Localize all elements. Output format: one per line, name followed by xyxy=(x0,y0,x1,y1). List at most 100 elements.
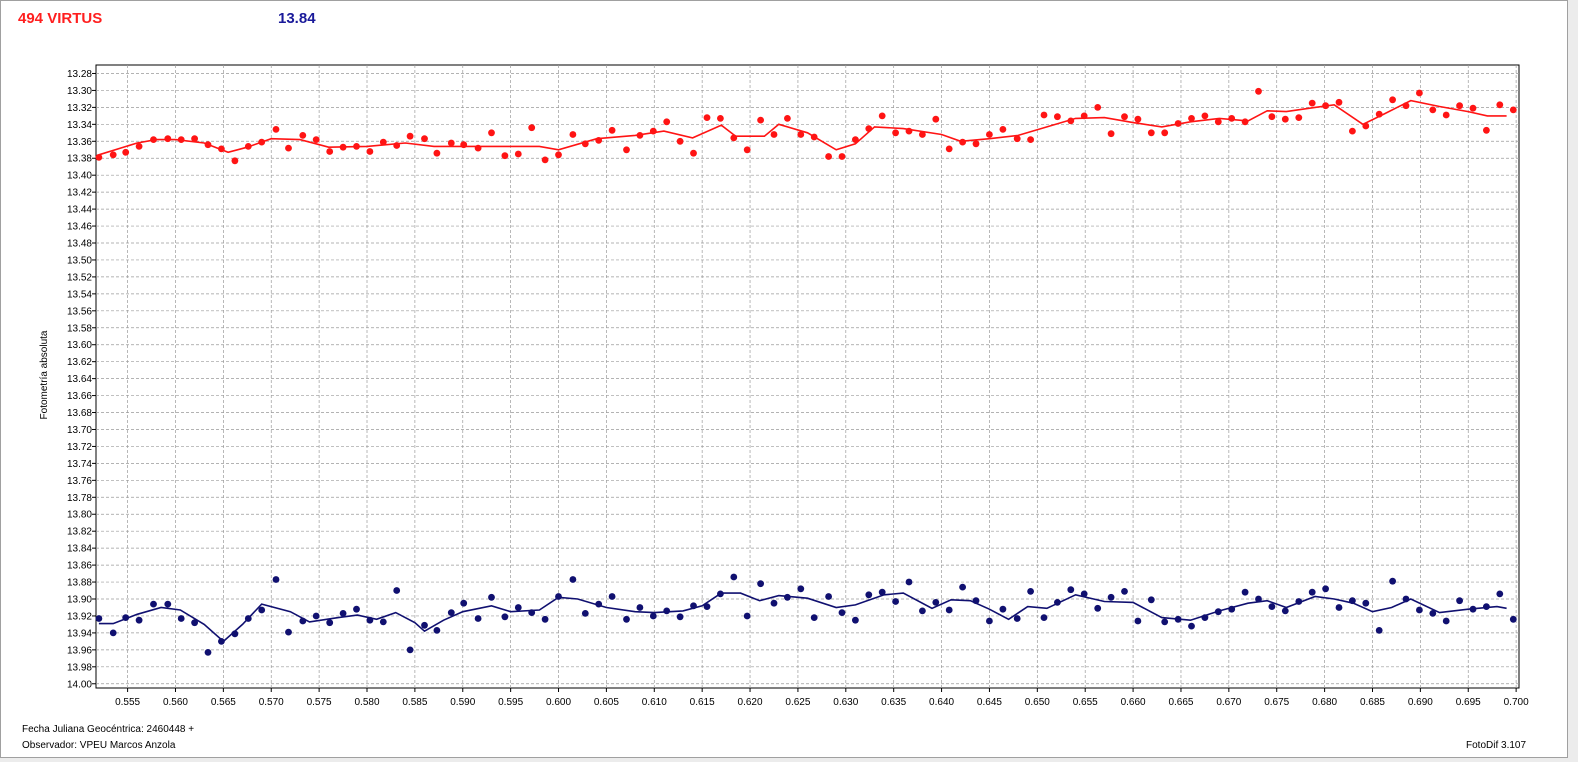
series-2-trend-line xyxy=(98,592,1507,643)
series-1-point xyxy=(1442,111,1450,119)
x-tick-label: 0.570 xyxy=(259,697,284,708)
series-2-point xyxy=(865,591,873,599)
series-1-point xyxy=(878,112,886,120)
y-tick-label: 13.52 xyxy=(67,272,92,283)
julian-date-label: Fecha Juliana Geocéntrica: 2460448 + xyxy=(22,724,195,735)
series-2-point xyxy=(1255,595,1262,603)
series-1-point xyxy=(972,140,980,148)
y-tick-label: 13.66 xyxy=(67,391,92,402)
y-tick-label: 13.40 xyxy=(67,171,92,182)
series-1-point xyxy=(231,157,239,165)
series-1-point xyxy=(865,125,873,132)
series-2-point xyxy=(474,615,482,622)
series-1-point xyxy=(905,127,913,135)
x-tick-label: 0.630 xyxy=(833,697,858,708)
y-tick-label: 13.84 xyxy=(67,544,92,555)
series-1-point xyxy=(1080,112,1088,120)
series-1-point xyxy=(986,131,993,138)
y-tick-label: 13.62 xyxy=(67,357,92,368)
series-2-point xyxy=(1107,593,1115,601)
series-1-point xyxy=(770,131,778,138)
series-1-point xyxy=(810,133,818,141)
series-2-point xyxy=(757,580,764,588)
series-2-point xyxy=(1469,605,1477,613)
series-2-point xyxy=(447,609,455,616)
y-tick-label: 13.86 xyxy=(67,561,92,572)
series-1-point xyxy=(555,151,562,159)
series-1-point xyxy=(663,118,671,126)
series-2-point xyxy=(717,590,724,598)
series-1-point xyxy=(1147,129,1155,137)
series-1-point xyxy=(285,144,292,152)
series-1-point xyxy=(1054,113,1061,121)
series-2-point xyxy=(272,576,280,583)
series-1-point xyxy=(1509,106,1517,114)
series-1-point xyxy=(1027,136,1034,144)
series-1-point xyxy=(1416,89,1423,97)
y-tick-label: 13.94 xyxy=(67,628,92,639)
x-tick-label: 0.625 xyxy=(785,697,810,708)
series-1-point xyxy=(892,129,899,137)
x-tick-label: 0.585 xyxy=(402,697,427,708)
series-2-point xyxy=(501,613,509,621)
series-2-point xyxy=(1349,597,1356,605)
series-1-point xyxy=(379,138,387,146)
y-tick-label: 13.54 xyxy=(67,289,92,300)
series-1-point xyxy=(703,114,711,121)
series-2-point xyxy=(986,617,993,625)
series-2-point xyxy=(878,588,886,596)
series-1-point xyxy=(109,151,117,159)
y-tick-label: 13.42 xyxy=(67,188,92,199)
series-1-point xyxy=(1281,115,1289,123)
series-1-point xyxy=(1335,98,1343,106)
x-tick-label: 0.580 xyxy=(354,697,379,708)
series-2-point xyxy=(649,612,657,620)
series-1-point xyxy=(1362,122,1370,130)
series-1-point xyxy=(595,137,603,144)
series-2-point xyxy=(1214,608,1222,616)
series-2-point xyxy=(299,617,307,625)
y-tick-label: 13.58 xyxy=(67,323,92,334)
y-tick-label: 13.74 xyxy=(67,459,92,470)
series-2-point xyxy=(743,612,751,620)
series-2-point xyxy=(353,605,360,613)
series-2-point xyxy=(905,578,913,586)
series-1-point xyxy=(1214,118,1222,126)
series-2-point xyxy=(1080,590,1088,598)
series-2-point xyxy=(109,629,117,637)
y-axis-label: Fotometría absoluta xyxy=(39,330,50,419)
series-1-point xyxy=(1255,87,1262,95)
series-1-point xyxy=(717,115,724,122)
series-1-point xyxy=(623,146,630,154)
series-1-point xyxy=(150,136,157,144)
series-2-point xyxy=(177,615,185,622)
series-1-point xyxy=(784,115,791,122)
series-1-point xyxy=(433,149,441,157)
y-tick-label: 13.60 xyxy=(67,340,92,351)
series-1-point xyxy=(421,135,428,143)
series-2-point xyxy=(945,606,953,614)
x-tick-label: 0.670 xyxy=(1216,697,1241,708)
series-1-point xyxy=(945,145,953,153)
series-1-point xyxy=(1322,102,1329,110)
series-1-point xyxy=(218,145,225,153)
series-1-point xyxy=(541,156,549,164)
series-2-point xyxy=(1241,588,1249,596)
x-tick-label: 0.675 xyxy=(1264,697,1289,708)
series-2-point xyxy=(1228,605,1236,613)
series-2-point xyxy=(258,606,266,614)
series-2-point xyxy=(1188,622,1195,630)
series-2-point xyxy=(95,615,103,622)
plot-border xyxy=(95,64,1520,689)
x-tick-label: 0.645 xyxy=(977,697,1002,708)
y-tick-label: 13.72 xyxy=(67,442,92,453)
series-2-point xyxy=(122,614,130,621)
series-2-point xyxy=(312,612,320,620)
x-tick-label: 0.615 xyxy=(690,697,715,708)
series-2-point xyxy=(1456,597,1463,605)
series-2-point xyxy=(1121,588,1128,595)
series-1-point xyxy=(1496,101,1504,109)
x-tick-label: 0.595 xyxy=(498,697,523,708)
series-1-point xyxy=(258,138,266,146)
